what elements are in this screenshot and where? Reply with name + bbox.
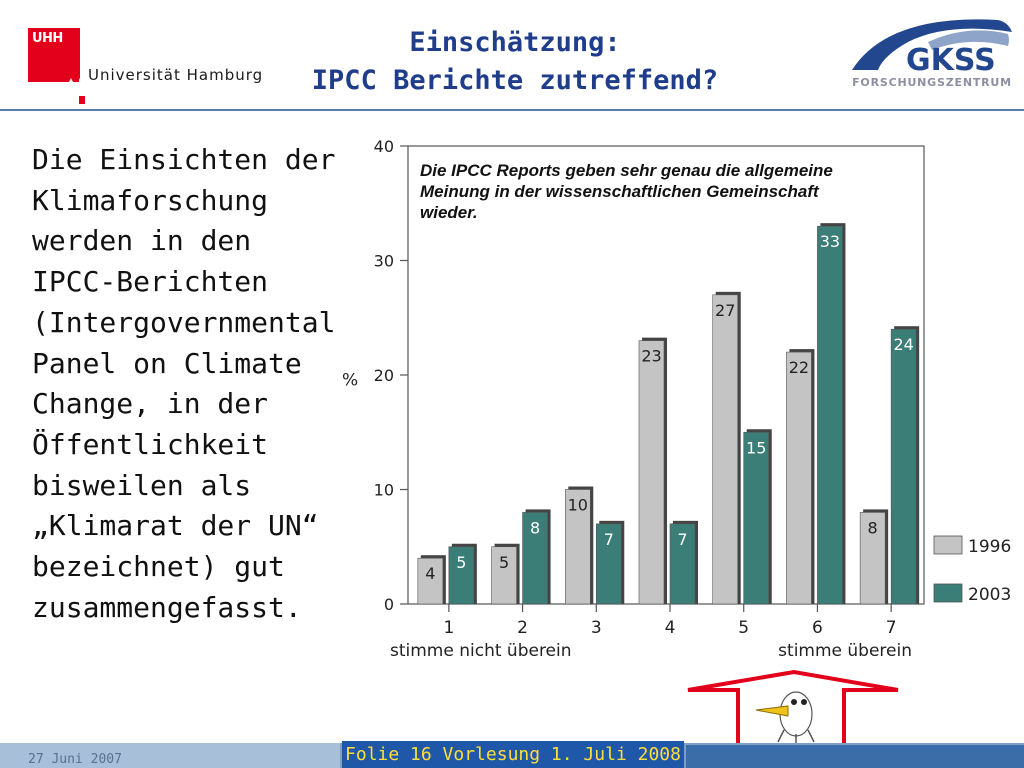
uhh-logo-text: UHH <box>32 31 63 46</box>
bar-1996-2 <box>491 546 517 605</box>
bar-2003-7 <box>890 328 917 605</box>
bar-value-label: 7 <box>604 530 614 549</box>
chart-title-line: wieder. <box>420 203 478 222</box>
title-line-2: IPCC Berichte zutreffend? <box>311 65 719 96</box>
bar-value-label: 24 <box>893 335 913 354</box>
bar-value-label: 33 <box>820 232 840 251</box>
legend-label-2003: 2003 <box>968 585 1011 605</box>
bar-1996-6 <box>786 351 812 605</box>
footer-left-segment <box>0 743 340 768</box>
x-annotation-right: stimme überein <box>778 641 912 661</box>
header-divider <box>0 109 1024 111</box>
y-tick-label: 10 <box>374 481 394 500</box>
bar-2003-5 <box>743 431 770 605</box>
title-line-1: Einschätzung: <box>409 27 621 58</box>
bar-value-label: 5 <box>456 553 466 572</box>
footer-right-segment <box>686 745 1024 768</box>
bar-value-label: 8 <box>868 518 878 537</box>
bar-value-label: 8 <box>530 518 540 537</box>
y-tick-label: 20 <box>374 366 394 385</box>
hamburg-castle-icon <box>68 73 96 104</box>
bar-value-label: 27 <box>715 301 735 320</box>
legend-swatch-1996 <box>933 535 963 555</box>
bar-value-label: 22 <box>789 358 809 377</box>
bar-1996-3 <box>564 489 591 605</box>
x-tick-label: 2 <box>517 618 528 638</box>
x-annotation-left: stimme nicht überein <box>390 641 572 661</box>
bar-1996-7 <box>859 512 886 605</box>
y-tick-label: 40 <box>374 137 394 156</box>
chart-title-line: Meinung in der wissenschaftlichen Gemein… <box>420 182 820 201</box>
x-tick-label: 7 <box>886 618 897 638</box>
bar-chart: 0 10 20 30 40% Die IPCC Reports geben sehr ge… <box>342 137 1011 661</box>
university-name: Universität Hamburg <box>88 66 264 84</box>
bar-value-label: 15 <box>746 438 766 457</box>
bar-value-label: 10 <box>568 496 588 515</box>
y-tick-label: 0 <box>384 595 394 614</box>
x-tick-label: 3 <box>591 618 602 638</box>
bar-2003-1 <box>448 546 475 605</box>
bar-2003-6 <box>817 225 843 605</box>
bar-value-label: 4 <box>425 564 435 583</box>
slide-number-label: Folie 16 Vorlesung 1. Juli 2008 <box>342 741 684 768</box>
y-tick-label: 30 <box>374 252 394 271</box>
bar-value-label: 7 <box>677 530 687 549</box>
bar-2003-3 <box>595 523 622 605</box>
x-tick-label: 5 <box>738 618 749 638</box>
bar-value-label: 5 <box>499 553 509 572</box>
gkss-logo-text: GKSS <box>906 43 996 78</box>
uhh-logo: UHH <box>28 28 96 104</box>
x-tick-label: 1 <box>443 618 454 638</box>
gkss-subtitle: FORSCHUNGSZENTRUM <box>852 76 1012 89</box>
x-tick-label: 4 <box>665 618 676 638</box>
bar-value-label: 23 <box>641 347 661 366</box>
chart-title-line: Die IPCC Reports geben sehr genau die al… <box>420 161 833 180</box>
x-tick-label: 6 <box>812 618 823 638</box>
body-paragraph: Die Einsichten der Klimaforschung werden… <box>32 143 336 624</box>
bird-mascot-icon <box>755 691 815 746</box>
bar-1996-4 <box>638 340 665 605</box>
bar-1996-5 <box>712 294 739 605</box>
legend-label-1996: 1996 <box>968 537 1011 557</box>
bar-2003-2 <box>522 512 548 605</box>
bar-2003-4 <box>669 523 696 605</box>
bar-1996-1 <box>417 557 444 605</box>
y-axis-label: % <box>342 371 358 391</box>
legend-swatch-2003 <box>933 583 963 603</box>
up-arrow-outline-icon <box>687 669 899 752</box>
footer-date: 27 Juni 2007 <box>28 752 122 767</box>
gkss-logo: GKSS <box>852 19 1012 78</box>
page-title: Einschätzung: IPCC Berichte zutreffend? <box>250 24 780 100</box>
